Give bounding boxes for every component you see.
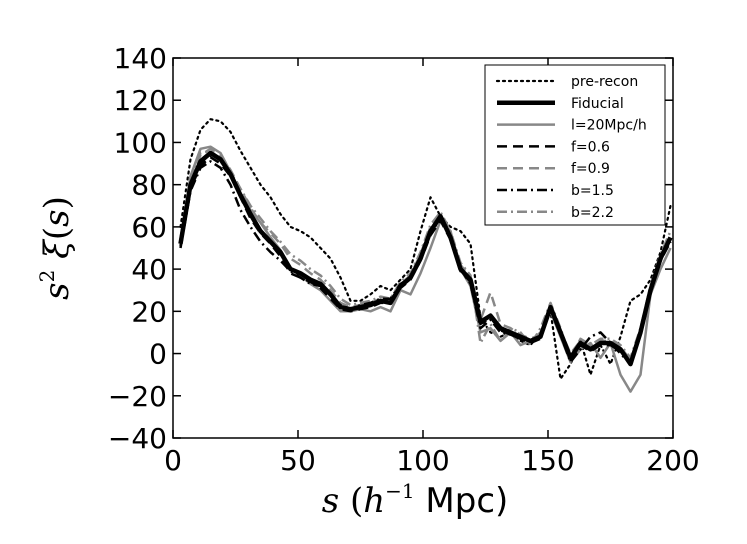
legend-label: b=2.2 [571,205,614,221]
x-tick-label: 50 [280,444,316,477]
x-axis-label: s (h−1 Mpc) [322,479,509,521]
x-tick-label: 0 [164,444,182,477]
y-tick-label: 40 [131,253,167,286]
series-line-fiducial [178,150,673,367]
legend-label: f=0.9 [571,161,610,177]
legend-label: f=0.6 [571,139,610,155]
y-tick-label: 120 [114,84,167,117]
legend-label: l=20Mpc/h [571,118,647,134]
x-tick-label: 100 [396,444,449,477]
y-tick-label: 20 [131,295,167,328]
series-line-pre-recon [179,118,672,380]
y-tick-label: 140 [114,42,167,75]
y-tick-label: −40 [108,422,167,455]
legend-label: b=1.5 [571,183,614,199]
legend-box [484,64,666,226]
series-line-b-1-5 [179,160,672,366]
x-tick-label: 150 [521,444,574,477]
y-axis-label: s2 ξ(s) [35,196,77,300]
x-tick-label: 200 [646,444,699,477]
y-tick-label: 80 [131,169,167,202]
legend-label: pre-recon [571,74,638,90]
y-tick-label: 0 [149,338,167,371]
y-tick-label: 60 [131,211,167,244]
y-tick-label: −20 [108,380,167,413]
y-tick-label: 100 [114,126,167,159]
legend-label: Fiducial [571,96,624,112]
